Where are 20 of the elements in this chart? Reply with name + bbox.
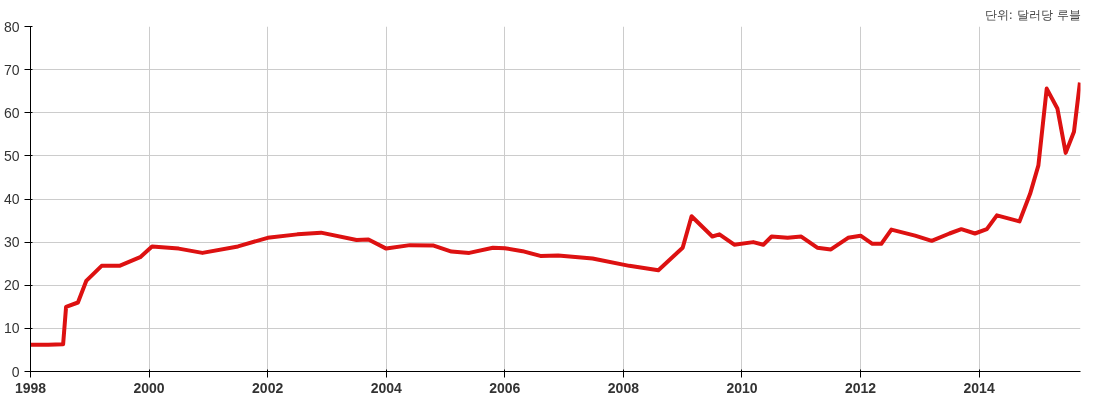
y-tick-label: 30	[3, 234, 20, 251]
x-tick-label: 1998	[14, 379, 47, 396]
text: 단위: 달러당 루블	[984, 7, 1081, 22]
y-tick-label: 20	[3, 277, 20, 294]
y-tick-label: 0	[11, 363, 20, 380]
x-tick-label: 2014	[963, 379, 995, 396]
x-tick-label: 2012	[844, 379, 877, 396]
y-tick-label: 70	[3, 61, 20, 78]
y-tick-label: 50	[3, 147, 20, 164]
x-tick-label: 2002	[252, 379, 284, 396]
x-tick-label: 2008	[607, 379, 640, 396]
x-tick-label: 2006	[489, 379, 521, 396]
y-tick-label: 40	[3, 191, 20, 207]
x-tick-label: 2010	[726, 379, 758, 396]
line-series	[30, 80, 1081, 347]
x-tick-label: 2000	[133, 379, 165, 396]
y-tick-label: 10	[3, 320, 20, 337]
x-tick-label: 2004	[370, 379, 403, 396]
y-tick-label: 80	[3, 18, 20, 35]
y-tick-label: 60	[3, 104, 20, 121]
